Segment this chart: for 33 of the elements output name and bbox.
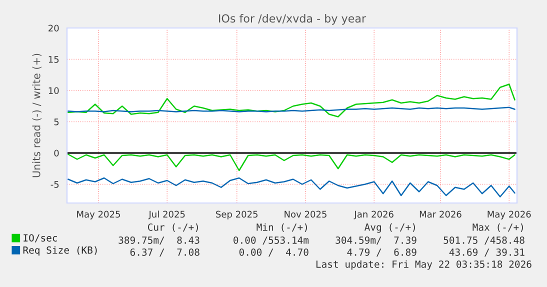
text: Avg (-/+) [364,223,415,233]
x-tick-label: Sep 2025 [216,210,258,220]
y-tick-label: 5 [54,118,59,126]
text: Max (-/+) [472,223,523,232]
line-series [68,154,516,172]
y-tick-label: -5 [50,181,59,188]
text: 0.00 /553.14m [234,236,309,245]
text: 304.59m/ 7.39 [336,236,416,245]
text: Min (-/+) [256,223,307,232]
x-tick-label: May 2025 [77,210,120,220]
line-series [68,84,516,118]
text: Cur (-/+) [148,223,198,232]
y-axis-title: Units read (-) / write (+) [32,54,42,178]
text: 6.37 / 7.08 [130,248,200,257]
x-tick-label: Nov 2025 [284,210,326,218]
legend-label: Req Size (KB) [23,246,97,256]
x-tick-label: May 2026 [488,210,531,220]
line-series [68,177,516,198]
y-tick-label: 15 [48,56,59,63]
x-tick-label: Jul 2025 [148,210,185,220]
x-tick-label: Jan 2026 [354,210,394,220]
chart-title: IOs for /dev/xvda - by year [219,14,366,25]
y-tick-label: 10 [48,87,59,94]
text: 0.00 / 4.70 [239,248,308,257]
legend-label: IO/sec [24,234,57,242]
text: 4.79 / 6.89 [347,248,416,257]
x-tick-label: Mar 2026 [420,210,462,218]
text: 389.75m/ 8.43 [118,236,200,245]
text: 501.75 /458.48 [444,236,524,245]
text: 43.69 / 39.31 [449,248,524,257]
y-tick-label: 0 [54,150,59,157]
text: Last update: Fri May 22 03:35:18 2026 [316,260,532,270]
y-tick-label: 20 [48,24,59,32]
